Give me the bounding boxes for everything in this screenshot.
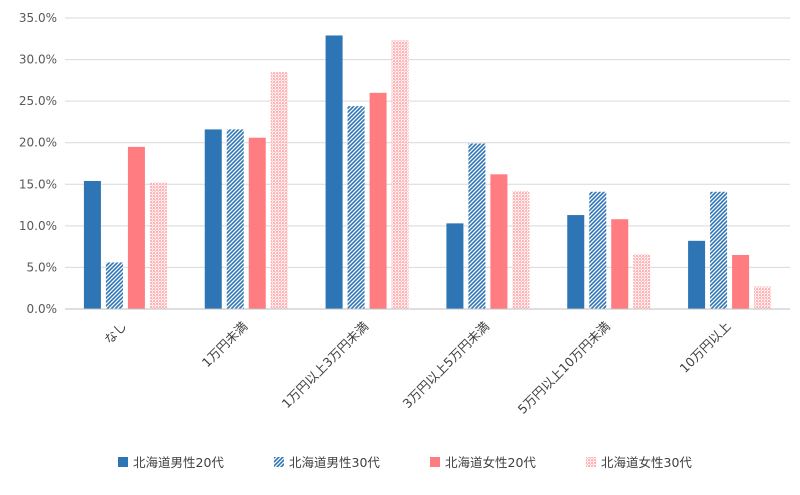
- bar: [270, 72, 288, 310]
- y-tick-label: 5.0%: [27, 260, 58, 274]
- y-axis-tick-labels: 0.0% 5.0% 10.0% 15.0% 20.0% 25.0% 30.0% 35.0%: [19, 11, 57, 316]
- y-tick-label: 30.0%: [19, 53, 57, 67]
- x-category-label: 1万円以上3万円未満: [279, 319, 372, 412]
- y-tick-label: 15.0%: [19, 177, 57, 191]
- bar: [468, 143, 486, 309]
- x-category-label: 10万円以上: [676, 319, 733, 376]
- legend-label: 北海道女性20代: [445, 455, 536, 470]
- bar: [490, 174, 508, 309]
- legend-swatch: [586, 457, 596, 467]
- bar: [83, 180, 101, 309]
- bars: [83, 35, 772, 310]
- bar: [248, 137, 266, 309]
- bar: [611, 219, 629, 309]
- bar: [754, 286, 772, 309]
- bar: [688, 240, 706, 309]
- bar: [226, 129, 244, 309]
- bar: [710, 191, 728, 309]
- y-tick-label: 25.0%: [19, 94, 57, 108]
- y-tick-label: 10.0%: [19, 219, 57, 233]
- bar: [633, 254, 651, 309]
- bar: [567, 215, 585, 309]
- bar: [204, 129, 222, 309]
- bar: [149, 182, 167, 309]
- bar: [512, 190, 530, 309]
- bar: [127, 146, 145, 309]
- x-category-label: 1万円未満: [199, 319, 251, 371]
- y-tick-label: 0.0%: [27, 302, 58, 316]
- bar: [105, 262, 123, 309]
- bar: [446, 223, 464, 309]
- bar: [732, 254, 750, 309]
- legend-label: 北海道女性30代: [601, 455, 692, 470]
- bar: [369, 92, 387, 309]
- legend: 北海道男性20代 北海道男性30代 北海道女性20代 北海道女性30代: [118, 455, 692, 470]
- y-tick-label: 35.0%: [19, 11, 57, 25]
- legend-label: 北海道男性20代: [133, 455, 224, 470]
- bar: [325, 35, 343, 310]
- gridlines: [65, 17, 790, 268]
- legend-swatch: [430, 457, 440, 467]
- bar: [347, 106, 365, 309]
- x-category-label: 3万円以上5万円未満: [399, 319, 492, 412]
- legend-swatch: [274, 457, 284, 467]
- bar: [391, 40, 409, 309]
- legend-label: 北海道男性30代: [289, 455, 380, 470]
- x-category-label: なし: [101, 319, 129, 347]
- y-tick-label: 20.0%: [19, 136, 57, 150]
- x-category-label: 5万円以上10万円未満: [515, 319, 613, 417]
- bar: [589, 191, 607, 309]
- x-axis-category-labels: なし 1万円未満 1万円以上3万円未満 3万円以上5万円未満 5万円以上10万円未満 10…: [101, 319, 733, 417]
- legend-swatch: [118, 457, 128, 467]
